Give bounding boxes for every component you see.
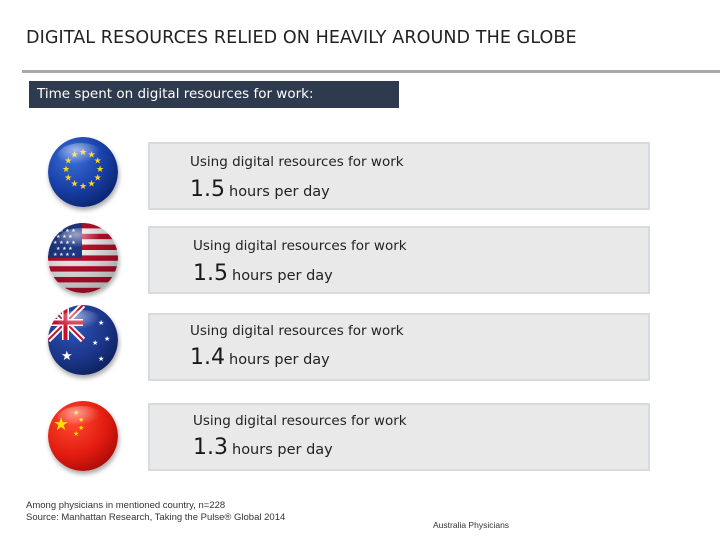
stat-unit: hours per day: [232, 268, 333, 284]
stat-unit: hours per day: [229, 184, 330, 200]
stat-value: 1.4 hours per day: [190, 345, 330, 370]
page-title: DIGITAL RESOURCES RELIED ON HEAVILY AROU…: [26, 28, 577, 48]
australia-flag-icon: ★ ★ ★ ★ ★: [48, 305, 118, 375]
stat-number: 1.5: [190, 177, 225, 202]
footnote: Among physicians in mentioned country, n…: [26, 500, 285, 524]
stat-unit: hours per day: [232, 442, 333, 458]
stat-value: 1.5 hours per day: [193, 261, 333, 286]
svg-text:★: ★: [104, 335, 110, 343]
us-flag-icon: ★ ★ ★ ★ ★ ★ ★ ★ ★ ★ ★ ★ ★ ★ ★ ★ ★ ★: [48, 223, 118, 293]
country-row-china: ★ ★ ★ ★ ★ Using digital resources for wo…: [0, 401, 720, 471]
svg-text:★: ★: [62, 165, 70, 175]
svg-text:★: ★: [70, 180, 78, 190]
stat-card: Using digital resources for work 1.4 hour…: [148, 313, 650, 381]
stat-label: Using digital resources for work: [190, 323, 404, 339]
stat-card: Using digital resources for work 1.3 hour…: [148, 403, 650, 471]
china-flag-icon: ★ ★ ★ ★ ★: [48, 401, 118, 471]
stat-number: 1.3: [193, 435, 228, 460]
country-row-eu: ★ ★ ★ ★ ★ ★ ★ ★ ★ ★ ★ ★ Using digital re…: [0, 137, 720, 210]
stat-label: Using digital resources for work: [193, 238, 407, 254]
svg-text:★: ★: [61, 349, 73, 364]
svg-text:★: ★: [87, 180, 95, 190]
stat-card: Using digital resources for work 1.5 hour…: [148, 226, 650, 294]
stat-label: Using digital resources for work: [193, 413, 407, 429]
svg-text:★: ★: [73, 430, 79, 438]
svg-text:★: ★: [96, 165, 104, 175]
stat-label: Using digital resources for work: [190, 154, 404, 170]
svg-text:★: ★: [64, 174, 72, 184]
stat-card: Using digital resources for work 1.5 hour…: [148, 142, 650, 210]
svg-text:★: ★: [98, 355, 104, 363]
country-row-us: ★ ★ ★ ★ ★ ★ ★ ★ ★ ★ ★ ★ ★ ★ ★ ★ ★ ★ Usin…: [0, 223, 720, 294]
svg-text:★: ★: [94, 174, 102, 184]
eu-flag-icon: ★ ★ ★ ★ ★ ★ ★ ★ ★ ★ ★ ★: [48, 137, 118, 207]
footer-label: Australia Physicians: [433, 520, 510, 530]
stat-number: 1.4: [190, 345, 225, 370]
section-label: Time spent on digital resources for work…: [29, 81, 399, 108]
stat-unit: hours per day: [229, 352, 330, 368]
stat-value: 1.3 hours per day: [193, 435, 333, 460]
country-row-australia: ★ ★ ★ ★ ★ Using digital resources for wo…: [0, 305, 720, 381]
footnote-source: Source: Manhattan Research, Taking the P…: [26, 512, 286, 523]
svg-text:★: ★: [92, 339, 98, 347]
footnote-sample: Among physicians in mentioned country, n…: [26, 500, 226, 511]
stat-value: 1.5 hours per day: [190, 177, 330, 202]
title-divider: [22, 70, 720, 73]
stat-number: 1.5: [193, 261, 228, 286]
svg-text:★: ★: [79, 182, 87, 192]
